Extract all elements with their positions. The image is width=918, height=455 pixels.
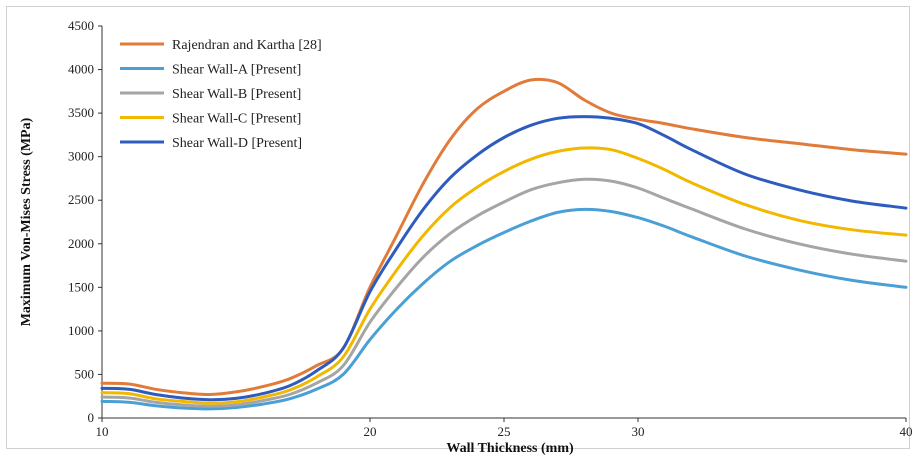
- legend-label-rajendran-and-kartha-28: Rajendran and Kartha [28]: [172, 38, 322, 53]
- x-tick-label: 30: [632, 424, 645, 439]
- y-tick-label: 4000: [68, 62, 94, 77]
- legend-label-shear-wall-b-present: Shear Wall-B [Present]: [172, 87, 301, 102]
- y-tick-label: 4500: [68, 18, 94, 33]
- x-tick-label: 40: [900, 424, 913, 439]
- x-tick-label: 20: [364, 424, 377, 439]
- y-tick-label: 2500: [68, 192, 94, 207]
- y-tick-label: 1500: [68, 279, 94, 294]
- x-axis-title: Wall Thickness (mm): [446, 441, 574, 455]
- y-tick-label: 2000: [68, 236, 94, 251]
- axes: 0 500 1000 1500 2000 2500 3000 3500 4000 4500 10 20…: [68, 18, 913, 439]
- y-tick-label: 3500: [68, 105, 94, 120]
- legend: Rajendran and Kartha [28] Shear Wall-A [P…: [120, 38, 322, 151]
- x-tick-label: 10: [96, 424, 109, 439]
- y-tick-label: 500: [75, 366, 95, 381]
- y-tick-label: 0: [88, 410, 95, 425]
- series-line-shear-wall-c-present: [100, 146, 908, 405]
- y-tick-label: 1000: [68, 323, 94, 338]
- series-line-rajendran-and-kartha-28: [100, 77, 908, 397]
- series-lines: [100, 77, 908, 411]
- legend-label-shear-wall-a-present: Shear Wall-A [Present]: [172, 63, 301, 78]
- series-line-shear-wall-b-present: [100, 177, 908, 408]
- legend-label-shear-wall-c-present: Shear Wall-C [Present]: [172, 112, 301, 127]
- y-tick-label: 3000: [68, 149, 94, 164]
- legend-label-shear-wall-d-present: Shear Wall-D [Present]: [172, 136, 302, 151]
- series-line-shear-wall-a-present: [100, 207, 908, 411]
- x-tick-label: 25: [498, 424, 511, 439]
- y-axis-title: Maximum Von-Mises Stress (MPa): [19, 117, 34, 326]
- series-line-shear-wall-d-present: [100, 115, 908, 402]
